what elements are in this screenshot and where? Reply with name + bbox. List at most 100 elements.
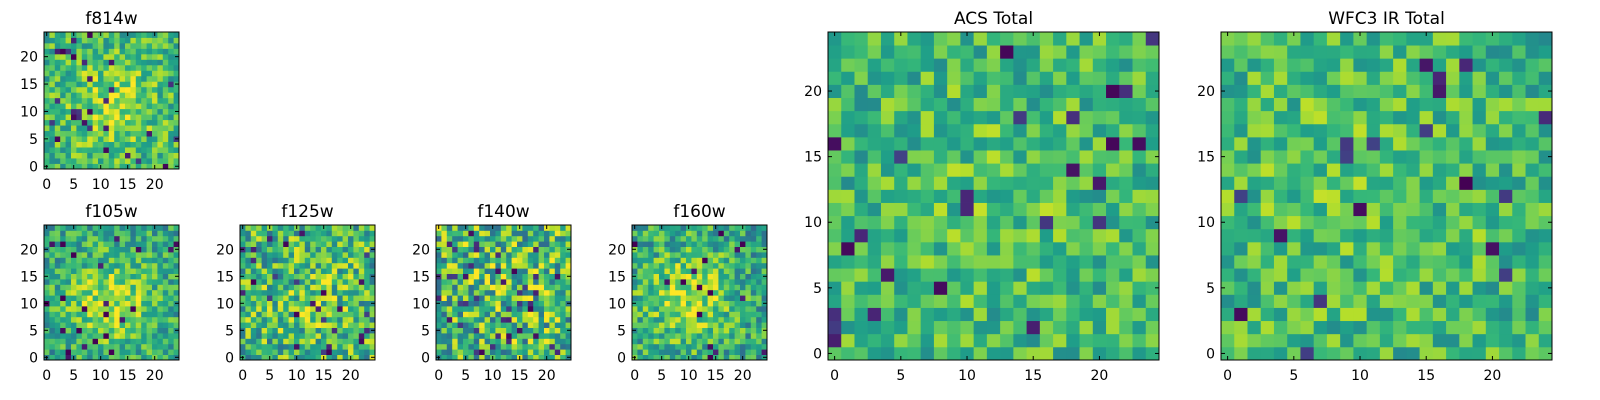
wfc3-ir-total-cell bbox=[1353, 307, 1368, 322]
f160w-cell bbox=[707, 316, 714, 323]
f140w-cell bbox=[457, 333, 464, 339]
f125w-cell bbox=[331, 311, 338, 318]
f105w-cell bbox=[152, 327, 158, 334]
f160w-cell bbox=[713, 284, 719, 291]
f140w-cell bbox=[446, 349, 453, 355]
f105w-cell bbox=[173, 257, 180, 264]
wfc3-ir-total-cell bbox=[1300, 268, 1315, 282]
acs-total-cell bbox=[1145, 58, 1160, 72]
f160w-cell bbox=[718, 333, 725, 339]
f140w-cell bbox=[506, 262, 512, 269]
acs-total-cell bbox=[1092, 32, 1107, 46]
f105w-cell bbox=[157, 284, 164, 291]
wfc3-ir-total-cell bbox=[1419, 163, 1434, 177]
f105w-cell bbox=[108, 241, 115, 247]
f140w-cell bbox=[468, 349, 475, 355]
f105w-xtick-label: 10 bbox=[92, 368, 110, 384]
f814w-cell bbox=[141, 130, 147, 137]
f814w-cell bbox=[130, 75, 137, 82]
wfc3-ir-total-cell bbox=[1393, 123, 1407, 138]
f125w-cell bbox=[294, 322, 300, 328]
f814w-cell bbox=[60, 75, 66, 82]
f814w-cell bbox=[130, 59, 137, 66]
f814w-cell bbox=[152, 97, 158, 104]
f105w-cell bbox=[54, 252, 61, 258]
acs-total-cell bbox=[960, 110, 975, 125]
f814w-cell bbox=[135, 97, 142, 104]
f105w-cell bbox=[130, 295, 137, 301]
wfc3-ir-total-cell bbox=[1393, 45, 1407, 59]
f814w-cell bbox=[65, 37, 72, 44]
f160w-cell bbox=[750, 273, 757, 280]
acs-total-cell bbox=[1013, 294, 1027, 308]
f814w-cell bbox=[108, 53, 115, 60]
f160w-ytick-label: 0 bbox=[617, 350, 626, 366]
wfc3-ir-total-ytick-label: 20 bbox=[1197, 84, 1215, 100]
f814w-cell bbox=[157, 75, 164, 82]
f160w-cell bbox=[750, 354, 757, 361]
wfc3-ir-total-cell bbox=[1472, 268, 1487, 282]
acs-total-cell bbox=[1053, 294, 1067, 308]
f125w-cell bbox=[342, 349, 349, 355]
f814w-cell bbox=[81, 70, 88, 77]
f125w-cell bbox=[261, 316, 268, 323]
f140w-cell bbox=[441, 327, 448, 334]
f105w-cell bbox=[54, 257, 61, 264]
f105w-cell bbox=[130, 268, 137, 274]
f125w-cell bbox=[283, 354, 289, 361]
f105w-cell bbox=[130, 354, 137, 361]
f140w-cell bbox=[479, 322, 485, 328]
f140w-cell bbox=[527, 295, 534, 301]
f125w-cell bbox=[240, 235, 246, 242]
f140w-cell bbox=[452, 268, 458, 274]
f160w-cell bbox=[691, 306, 698, 312]
f105w-cell bbox=[125, 268, 131, 274]
wfc3-ir-total-cell bbox=[1459, 346, 1473, 361]
wfc3-ir-total-cell bbox=[1472, 228, 1487, 243]
f105w-cell bbox=[103, 268, 110, 274]
wfc3-ir-total-cell bbox=[1221, 255, 1235, 269]
wfc3-ir-total-cell bbox=[1326, 136, 1341, 151]
wfc3-ir-total-cell bbox=[1340, 320, 1354, 335]
f814w-cell bbox=[44, 125, 50, 132]
f140w-cell bbox=[452, 333, 458, 339]
f140w-cell bbox=[560, 257, 566, 264]
f814w-cell bbox=[130, 97, 137, 104]
f105w-cell bbox=[162, 273, 169, 280]
wfc3-ir-total-cell bbox=[1525, 268, 1540, 282]
wfc3-ir-total-cell bbox=[1353, 163, 1368, 177]
acs-total-cell bbox=[973, 136, 988, 151]
f105w-cell bbox=[92, 252, 99, 258]
f140w-cell bbox=[554, 300, 561, 307]
f140w-cell bbox=[479, 306, 485, 312]
wfc3-ir-total-cell bbox=[1221, 71, 1235, 85]
f125w-cell bbox=[294, 349, 300, 355]
f105w-cell bbox=[81, 322, 88, 328]
f125w-cell bbox=[272, 343, 279, 350]
f105w-cell bbox=[146, 262, 153, 269]
f140w-cell bbox=[554, 241, 561, 247]
wfc3-ir-total-cell bbox=[1472, 176, 1487, 190]
f160w-cell bbox=[659, 343, 665, 350]
f814w-cell bbox=[168, 163, 174, 170]
f105w-cell bbox=[152, 284, 158, 291]
f814w-cell bbox=[108, 136, 115, 142]
wfc3-ir-total-cell bbox=[1499, 202, 1513, 217]
f105w-cell bbox=[146, 246, 153, 253]
f140w-cell bbox=[457, 284, 464, 291]
f140w-cell bbox=[473, 225, 480, 231]
f140w-ytick-label: 5 bbox=[421, 323, 430, 339]
f125w-cell bbox=[342, 279, 349, 285]
f814w-cell bbox=[108, 97, 115, 104]
f105w-cell bbox=[71, 300, 77, 307]
f140w-cell bbox=[473, 289, 480, 296]
f140w-cell bbox=[479, 338, 485, 345]
f105w-cell bbox=[81, 257, 88, 264]
acs-total-cell bbox=[1092, 228, 1107, 243]
acs-total-cell bbox=[1119, 346, 1133, 361]
f140w-cell bbox=[522, 300, 529, 307]
f140w-cell bbox=[511, 235, 518, 242]
wfc3-ir-total-cell bbox=[1326, 241, 1341, 256]
f160w-cell bbox=[680, 225, 687, 231]
f814w-cell bbox=[76, 37, 83, 44]
